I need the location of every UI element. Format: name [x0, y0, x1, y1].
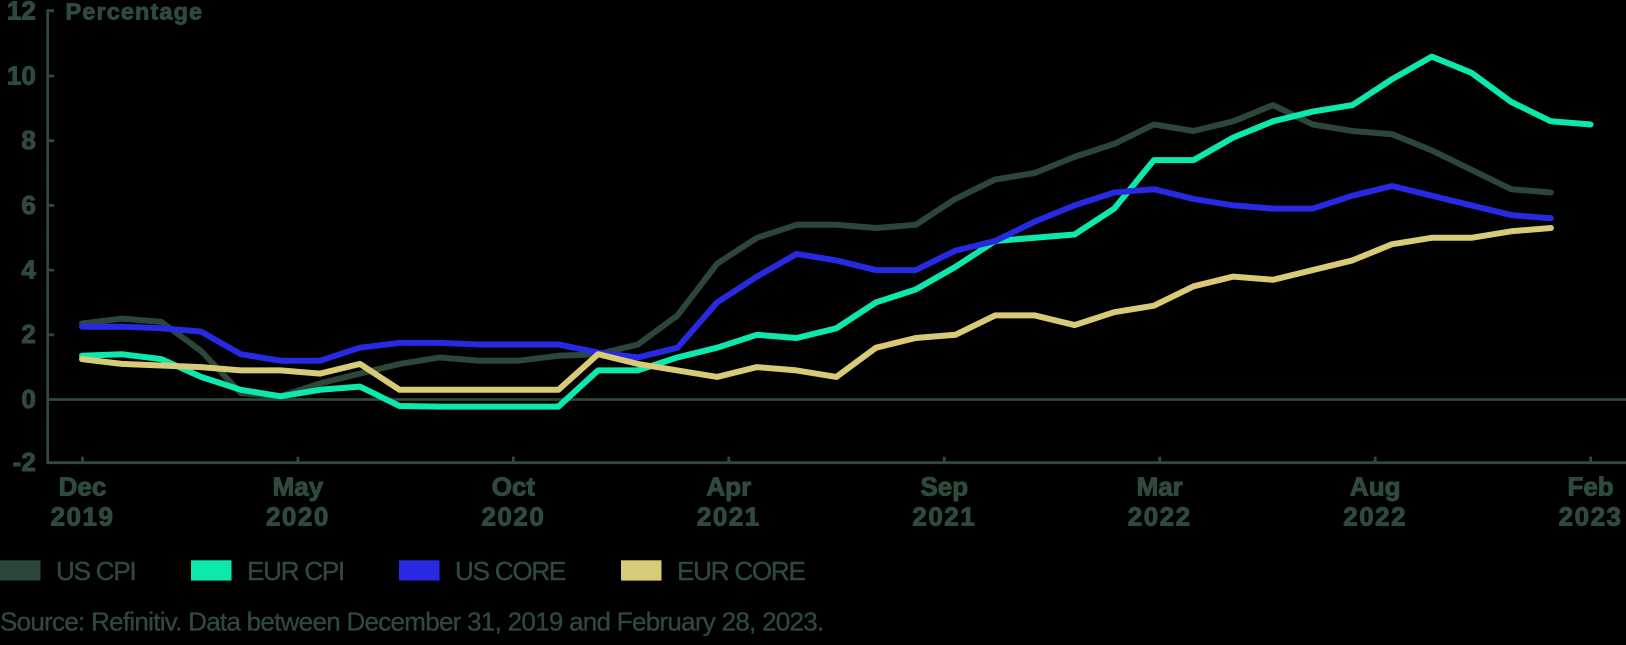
svg-text:2019: 2019	[51, 501, 115, 531]
svg-text:May: May	[273, 471, 324, 501]
svg-text:2020: 2020	[481, 501, 545, 531]
svg-text:2023: 2023	[1559, 501, 1623, 531]
svg-text:10: 10	[7, 60, 36, 90]
svg-text:2: 2	[21, 319, 35, 349]
svg-text:4: 4	[21, 255, 36, 285]
svg-text:2022: 2022	[1128, 501, 1192, 531]
svg-text:8: 8	[21, 125, 35, 155]
svg-text:-2: -2	[13, 447, 36, 477]
svg-text:Dec: Dec	[59, 471, 107, 501]
svg-text:6: 6	[21, 190, 35, 220]
svg-text:0: 0	[21, 384, 35, 414]
svg-text:Mar: Mar	[1137, 471, 1183, 501]
svg-text:2020: 2020	[266, 501, 330, 531]
svg-text:2021: 2021	[912, 501, 976, 531]
svg-text:EUR CPI: EUR CPI	[247, 556, 344, 586]
svg-text:US CPI: US CPI	[56, 556, 135, 586]
svg-text:2022: 2022	[1343, 501, 1407, 531]
svg-text:Oct: Oct	[492, 471, 536, 501]
svg-text:2021: 2021	[697, 501, 761, 531]
svg-text:Percentage: Percentage	[66, 0, 204, 25]
svg-text:US CORE: US CORE	[455, 556, 566, 586]
svg-text:Sep: Sep	[920, 471, 968, 501]
svg-text:Aug: Aug	[1350, 471, 1401, 501]
svg-text:Source: Refinitiv. Data betwee: Source: Refinitiv. Data between December…	[0, 606, 824, 636]
svg-text:Feb: Feb	[1567, 471, 1613, 501]
svg-text:Apr: Apr	[706, 471, 751, 501]
svg-text:12: 12	[7, 0, 36, 26]
svg-text:EUR CORE: EUR CORE	[677, 556, 805, 586]
